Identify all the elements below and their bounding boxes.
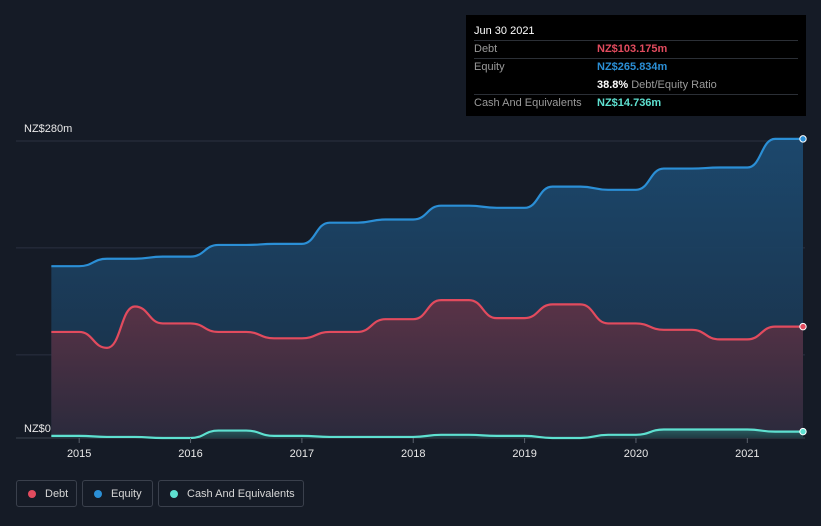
x-tick-label: 2021 [735, 448, 759, 460]
tooltip-row-ratio: 38.8% Debt/Equity Ratio [474, 76, 798, 94]
legend-item-debt[interactable]: Debt [16, 480, 77, 507]
y-axis-bottom-label: NZ$0 [24, 423, 51, 435]
equity-line [51, 137, 803, 268]
series-areas [51, 138, 804, 438]
tooltip-cash-value: NZ$14.736m [597, 97, 662, 109]
tooltip-row-cash: Cash And Equivalents NZ$14.736m [474, 94, 798, 112]
y-axis-top-label: NZ$280m [24, 123, 72, 135]
tooltip-row-debt: Debt NZ$103.175m [474, 40, 798, 58]
cash-and-equivalents-end-marker [799, 427, 807, 436]
x-tick-label: 2018 [401, 448, 425, 460]
x-tick-label: 2020 [624, 448, 648, 460]
x-tick-label: 2017 [290, 448, 314, 460]
tooltip-date: Jun 30 2021 [474, 25, 535, 37]
debt-legend-dot [28, 489, 36, 498]
tooltip-ratio-suffix: Debt/Equity Ratio [631, 79, 717, 91]
tooltip-debt-value: NZ$103.175m [597, 43, 668, 55]
tooltip: Jun 30 2021 Debt NZ$103.175m Equity NZ$2… [466, 15, 806, 116]
cash-and-equivalents-line [51, 428, 803, 440]
cash-legend-dot [170, 489, 178, 498]
tooltip-label [474, 77, 597, 94]
debt-end-marker [799, 322, 807, 331]
x-tick-label: 2016 [178, 448, 202, 460]
debt-line [51, 299, 803, 349]
series-end-markers [799, 135, 807, 436]
legend-label: Debt [45, 487, 69, 500]
x-axis: 2015 2016 2017 2018 2019 2020 2021 [67, 438, 760, 460]
tooltip-ratio-value: 38.8% [597, 79, 629, 91]
series-lines [51, 137, 803, 440]
tooltip-row-equity: Equity NZ$265.834m [474, 58, 798, 76]
tooltip-equity-value: NZ$265.834m [597, 61, 668, 73]
legend-item-cash[interactable]: Cash And Equivalents [158, 480, 304, 507]
legend-label: Equity [111, 487, 142, 500]
equity-end-marker [799, 135, 807, 143]
legend-item-equity[interactable]: Equity [82, 480, 153, 507]
x-tick-label: 2015 [67, 448, 91, 460]
tooltip-label: Debt [474, 43, 498, 55]
legend-label: Cash And Equivalents [187, 487, 295, 500]
debt-equity-chart: NZ$280m NZ$0 2015 2016 2017 2018 2019 2020 202… [16, 123, 807, 460]
tooltip-label: Equity [474, 61, 505, 73]
x-tick-label: 2019 [512, 448, 536, 460]
debt-area [51, 300, 804, 438]
tooltip-label: Cash And Equivalents [474, 97, 582, 109]
equity-legend-dot [94, 489, 102, 498]
